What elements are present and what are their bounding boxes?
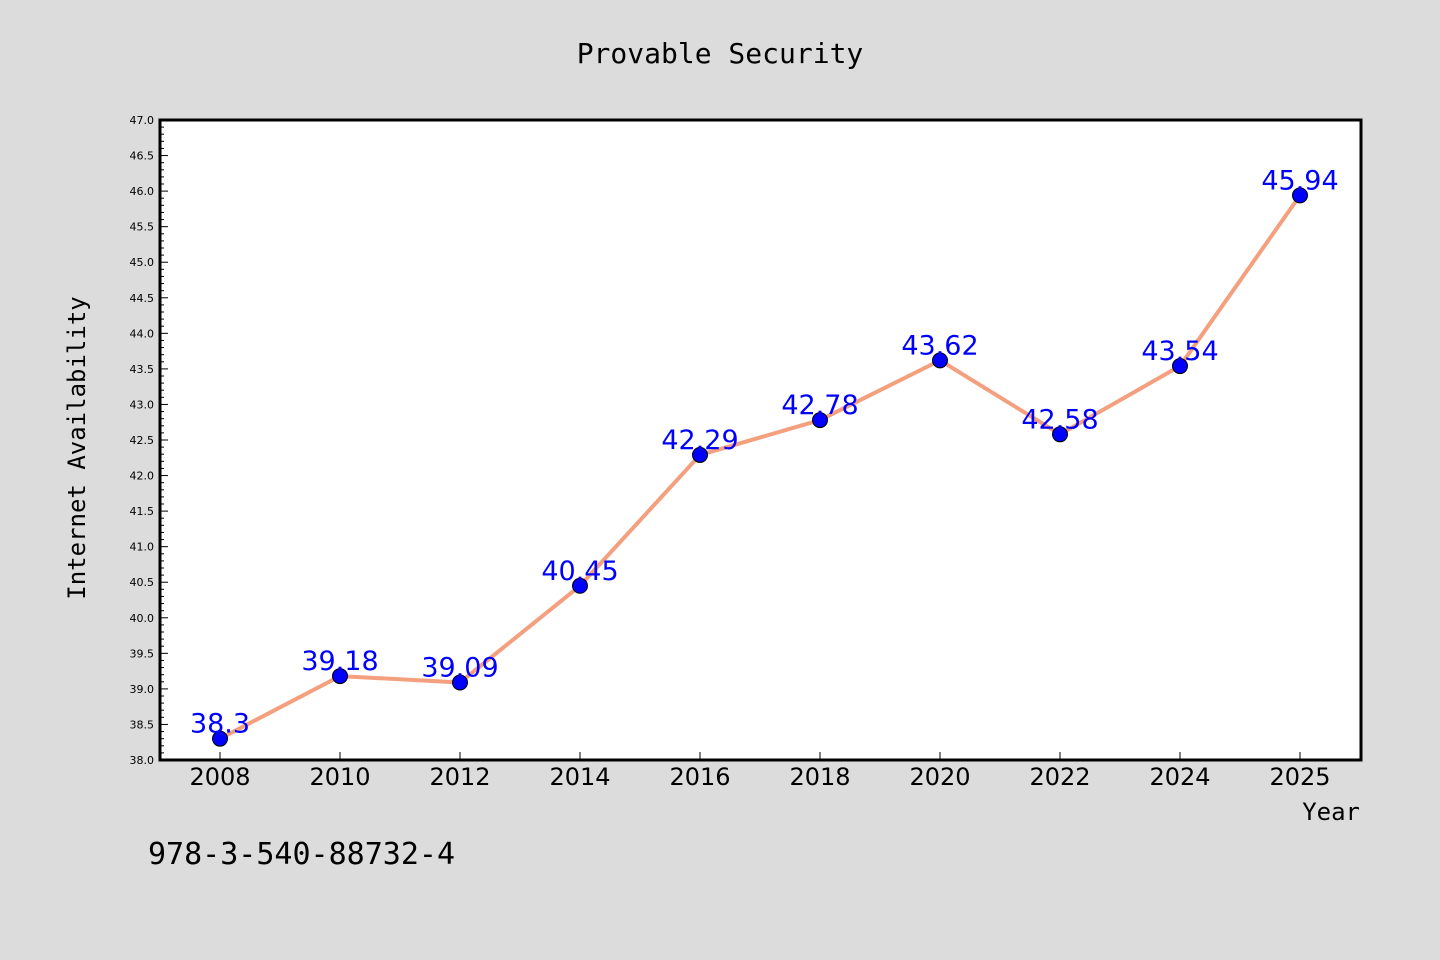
- data-point: [812, 412, 828, 429]
- plot-area: [160, 120, 1361, 760]
- y-tick-label: 42.5: [130, 434, 155, 447]
- data-label: 42.58: [1021, 404, 1098, 435]
- data-labels: 38.3 39.18 39.09 40.45 42.29 42.78 43.62 42.58 4…: [190, 165, 1339, 739]
- y-tick-label: 40.5: [130, 576, 155, 589]
- y-tick-label: 46.0: [130, 185, 155, 198]
- y-tick-label: 43.0: [130, 398, 155, 411]
- series: [212, 187, 1308, 747]
- data-label: 42.78: [781, 390, 858, 421]
- data-point: [692, 446, 708, 463]
- x-tick-label: 2008: [189, 763, 250, 791]
- y-tick-label: 41.0: [130, 541, 155, 554]
- data-label: 45.94: [1261, 165, 1338, 196]
- data-point: [212, 730, 228, 747]
- x-tick-label: 2014: [549, 763, 610, 791]
- y-tick-label: 40.0: [130, 612, 155, 625]
- data-point: [572, 577, 588, 594]
- data-label: 43.62: [901, 330, 978, 361]
- isbn-annotation: 978-3-540-88732-4: [148, 837, 455, 872]
- y-tick-label: 38.0: [130, 754, 155, 767]
- series-line: [218, 193, 1302, 741]
- y-tick-label: 38.5: [130, 718, 155, 731]
- data-point: [932, 352, 948, 369]
- data-label: 39.09: [421, 652, 498, 683]
- data-point: [1052, 426, 1068, 443]
- x-tick-label: 2022: [1029, 763, 1090, 791]
- x-tick-label: 2010: [309, 763, 370, 791]
- x-tick-label: 2025: [1269, 763, 1330, 791]
- x-tick-label: 2016: [669, 763, 730, 791]
- y-tick-label: 39.5: [130, 647, 155, 660]
- x-tick-label: 2024: [1149, 763, 1210, 791]
- x-axis: 2008 2010 2012 2014 2016 2018 2020 2022 2024 2025: [189, 752, 1331, 791]
- x-tick-label: 2018: [789, 763, 850, 791]
- chart-title: Provable Security: [577, 37, 864, 70]
- data-point: [452, 674, 468, 691]
- y-tick-label: 45.5: [130, 221, 155, 234]
- x-tick-label: 2020: [909, 763, 970, 791]
- data-point: [1172, 358, 1188, 375]
- x-axis-label: Year: [1302, 798, 1360, 826]
- data-point: [1292, 187, 1308, 204]
- data-label: 43.54: [1141, 336, 1218, 367]
- y-tick-label: 47.0: [130, 114, 155, 127]
- y-tick-label: 44.5: [130, 292, 155, 305]
- y-tick-label: 45.0: [130, 256, 155, 269]
- x-tick-label: 2012: [429, 763, 490, 791]
- y-tick-label: 39.0: [130, 683, 155, 696]
- plot-frame: [158, 118, 1363, 762]
- data-label: 39.18: [301, 646, 378, 677]
- y-axis: 38.0 38.5 39.0 39.5 40.0 40.5 41.0 41.5 42.0 42.5…: [130, 114, 168, 767]
- y-tick-label: 42.0: [130, 470, 155, 483]
- data-label: 40.45: [541, 556, 618, 587]
- y-axis-label: Internet Availability: [63, 296, 91, 599]
- y-tick-label: 41.5: [130, 505, 155, 518]
- data-point: [332, 668, 348, 685]
- data-label: 42.29: [661, 425, 738, 456]
- y-tick-label: 44.0: [130, 327, 155, 340]
- data-label: 38.3: [190, 709, 250, 740]
- y-tick-label: 46.5: [130, 150, 155, 163]
- y-tick-label: 43.5: [130, 363, 155, 376]
